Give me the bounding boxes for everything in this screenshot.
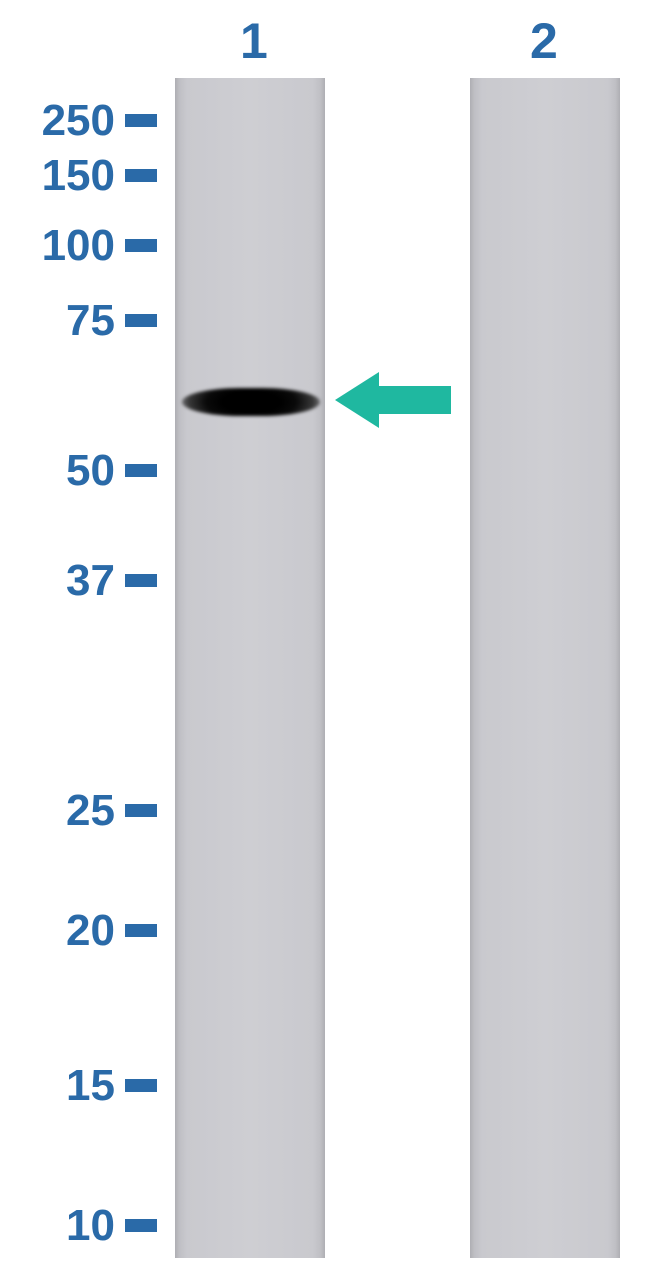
marker-label-37: 37 [66, 556, 115, 606]
marker-dash-10 [125, 1219, 157, 1232]
marker-label-75: 75 [66, 296, 115, 346]
western-blot-figure: 1 2 250 150 100 75 50 37 25 20 15 10 [0, 0, 650, 1270]
lane-2-header: 2 [530, 12, 558, 70]
lane-2-strip [470, 78, 620, 1258]
marker-dash-150 [125, 169, 157, 182]
marker-dash-37 [125, 574, 157, 587]
marker-dash-250 [125, 114, 157, 127]
marker-label-20: 20 [66, 906, 115, 956]
marker-label-50: 50 [66, 446, 115, 496]
marker-label-10: 10 [66, 1201, 115, 1251]
marker-label-100: 100 [42, 221, 115, 271]
lane-1-strip [175, 78, 325, 1258]
arrow-shaft-icon [379, 386, 451, 414]
marker-dash-15 [125, 1079, 157, 1092]
marker-label-25: 25 [66, 786, 115, 836]
lane-1-header: 1 [240, 12, 268, 70]
marker-dash-75 [125, 314, 157, 327]
marker-label-150: 150 [42, 151, 115, 201]
marker-dash-25 [125, 804, 157, 817]
marker-label-15: 15 [66, 1061, 115, 1111]
arrow-head-icon [335, 372, 379, 428]
marker-label-250: 250 [42, 96, 115, 146]
marker-dash-20 [125, 924, 157, 937]
marker-dash-50 [125, 464, 157, 477]
lane-1-band [182, 388, 320, 416]
marker-dash-100 [125, 239, 157, 252]
